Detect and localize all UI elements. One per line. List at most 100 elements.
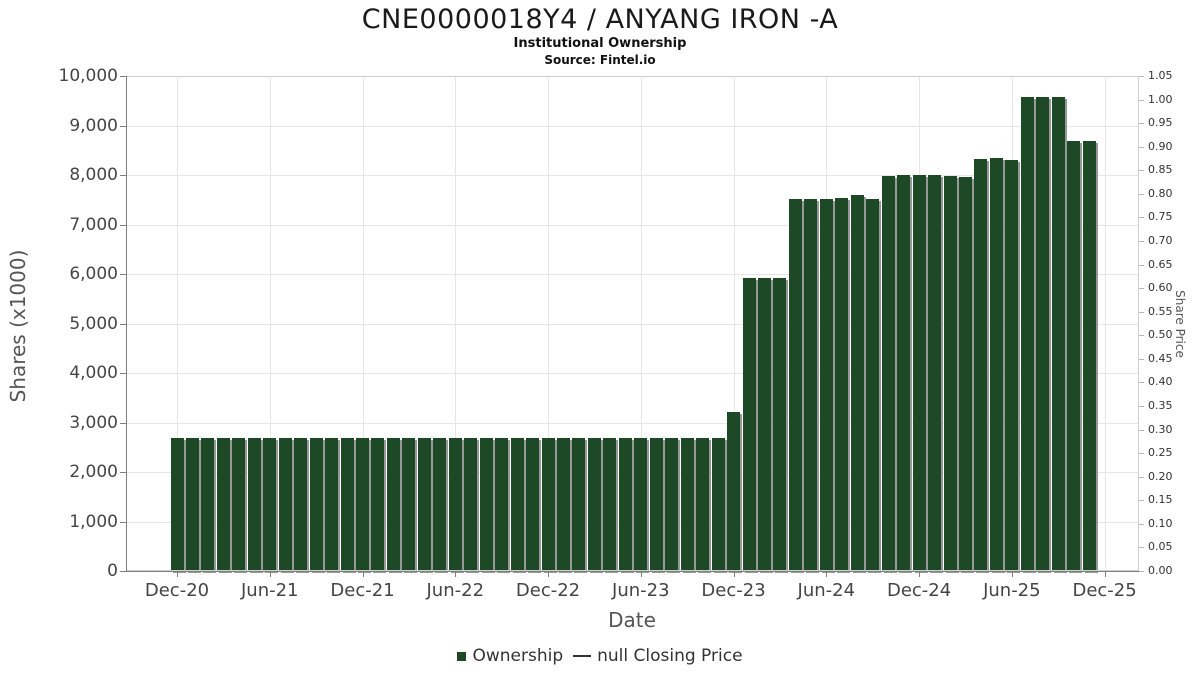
ownership-bar[interactable] (742, 278, 756, 571)
gridline-horizontal (126, 323, 1139, 325)
ownership-bar[interactable] (417, 438, 431, 571)
ownership-bar[interactable] (325, 438, 339, 571)
ownership-bar[interactable] (881, 176, 895, 571)
ownership-bar[interactable] (572, 438, 586, 571)
y-axis-label-right: 0.55 (1148, 304, 1173, 318)
ownership-bar[interactable] (696, 438, 710, 571)
ownership-bar[interactable] (170, 438, 184, 571)
ownership-bar[interactable] (263, 438, 277, 571)
legend-item-closing-price[interactable]: null Closing Price (573, 646, 743, 666)
y-axis-label-right: 0.00 (1148, 564, 1173, 577)
ownership-bar[interactable] (356, 438, 370, 571)
ownership-bar[interactable] (989, 157, 1003, 571)
y-axis-tick-left (120, 571, 126, 572)
ownership-bar[interactable] (309, 438, 323, 571)
ownership-bar[interactable] (340, 438, 354, 571)
ownership-bar[interactable] (928, 175, 942, 571)
y-axis-line-left (126, 76, 127, 571)
ownership-bar[interactable] (943, 176, 957, 571)
ownership-bar[interactable] (974, 158, 988, 571)
closing-price-line-icon (573, 655, 592, 657)
ownership-bar[interactable] (201, 438, 215, 571)
gridline-horizontal (126, 125, 1139, 127)
ownership-bar[interactable] (247, 438, 261, 571)
ownership-bar[interactable] (711, 438, 725, 571)
ownership-bar[interactable] (216, 438, 230, 571)
y-axis-label-right: 0.20 (1148, 469, 1173, 483)
ownership-bar[interactable] (897, 175, 911, 571)
ownership-bar[interactable] (557, 438, 570, 571)
ownership-bar[interactable] (618, 438, 632, 571)
y-axis-label-right: 0.25 (1148, 446, 1173, 460)
x-axis-tick (548, 571, 550, 577)
ownership-bar[interactable] (757, 278, 771, 571)
y-axis-tick-right (1139, 500, 1144, 502)
ownership-bar[interactable] (1051, 97, 1065, 571)
y-axis-tick-right (1139, 241, 1144, 242)
ownership-bar[interactable] (510, 438, 524, 571)
y-axis-label-right: 0.40 (1148, 375, 1173, 389)
ownership-bar[interactable] (912, 175, 926, 571)
ownership-bar[interactable] (727, 412, 741, 571)
y-axis-label-left: 8,000 (69, 165, 118, 185)
ownership-bar[interactable] (649, 438, 663, 571)
ownership-bar[interactable] (185, 438, 199, 571)
x-axis-label: Jun-22 (426, 580, 485, 601)
ownership-bar[interactable] (788, 199, 802, 571)
y-axis-label-right: 0.85 (1148, 163, 1173, 177)
ownership-bar[interactable] (1005, 159, 1019, 571)
ownership-bar[interactable] (402, 438, 416, 571)
ownership-bar[interactable] (448, 438, 462, 571)
ownership-bar[interactable] (371, 438, 385, 571)
ownership-bar[interactable] (835, 198, 849, 571)
gridline-vertical (640, 76, 642, 571)
ownership-bar[interactable] (541, 438, 555, 571)
gridline-horizontal (126, 472, 1139, 473)
ownership-bar[interactable] (1020, 96, 1034, 571)
ownership-bar[interactable] (587, 438, 601, 571)
ownership-bar[interactable] (479, 438, 493, 571)
ownership-bar[interactable] (680, 438, 694, 571)
ownership-bar[interactable] (866, 199, 880, 571)
x-axis-label: Dec-20 (144, 580, 210, 601)
ownership-bar[interactable] (1082, 140, 1096, 571)
y-axis-label-left: 0 (107, 561, 118, 581)
x-axis-label: Dec-23 (701, 580, 766, 601)
ownership-bar[interactable] (294, 438, 308, 571)
ownership-bar[interactable] (819, 199, 833, 571)
y-axis-label-left: 4,000 (69, 363, 118, 383)
y-axis-tick-right (1139, 146, 1144, 148)
ownership-bar[interactable] (850, 194, 864, 571)
ownership-bar[interactable] (773, 278, 787, 571)
ownership-bar[interactable] (278, 438, 292, 571)
legend-item-ownership[interactable]: Ownership (457, 646, 563, 666)
y-axis-tick-left (120, 472, 126, 473)
ownership-bar[interactable] (603, 438, 617, 571)
ownership-bar[interactable] (665, 438, 679, 571)
y-axis-tick-right (1139, 358, 1144, 360)
ownership-bar[interactable] (433, 438, 447, 571)
ownership-bar[interactable] (1067, 141, 1081, 571)
gridline-horizontal (126, 175, 1139, 176)
ownership-bar[interactable] (232, 438, 246, 571)
x-axis-tick (177, 571, 178, 577)
y-axis-label-left: 9,000 (69, 115, 118, 136)
ownership-bar[interactable] (634, 438, 648, 571)
y-axis-tick-right (1139, 429, 1144, 431)
ownership-bar[interactable] (804, 199, 818, 571)
y-axis-label-right: 0.45 (1148, 351, 1173, 365)
ownership-bar[interactable] (958, 177, 972, 571)
ownership-bar[interactable] (464, 438, 478, 571)
x-axis-label: Dec-24 (886, 580, 952, 601)
y-axis-tick-right (1139, 406, 1144, 407)
ownership-bar[interactable] (495, 438, 509, 571)
gridline-horizontal (126, 521, 1139, 523)
y-axis-tick-right (1139, 382, 1144, 384)
y-axis-label-left: 5,000 (69, 313, 118, 334)
ownership-bar[interactable] (1036, 96, 1050, 571)
ownership-bar[interactable] (386, 438, 400, 571)
y-axis-tick-left (120, 422, 126, 424)
chart-title: CNE0000018Y4 / ANYANG IRON -A (361, 4, 839, 35)
y-axis-label-right: 0.80 (1148, 186, 1173, 200)
ownership-bar[interactable] (526, 438, 540, 571)
